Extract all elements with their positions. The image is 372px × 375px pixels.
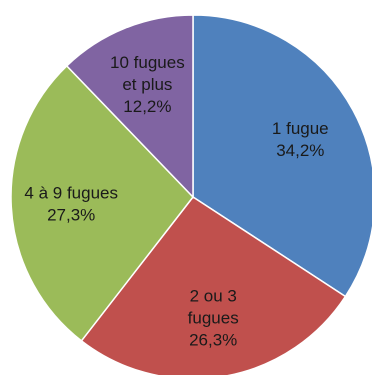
slice-label-1: 2 ou 3 fugues 26,3% (188, 286, 239, 349)
pie-slices (10, 14, 372, 375)
slice-label-line: 2 ou 3 (190, 286, 237, 305)
slice-label-line: fugues (188, 308, 239, 327)
pie-slice-1 (80, 195, 347, 375)
slice-label-2: 4 à 9 fugues 27,3% (24, 184, 118, 225)
slice-label-line: 4 à 9 fugues (24, 184, 118, 203)
pie-slice-3 (65, 14, 194, 199)
slice-percent: 26,3% (189, 330, 237, 349)
slice-percent: 12,2% (123, 97, 171, 116)
slice-label-line: et plus (122, 75, 172, 94)
slice-percent: 27,3% (47, 206, 95, 225)
slice-label-line: 10 fugues (110, 53, 185, 72)
slice-label-0: 1 fugue 34,2% (272, 119, 329, 160)
slice-label-3: 10 fugues et plus 12,2% (110, 53, 185, 116)
slice-percent: 34,2% (276, 141, 324, 160)
pie-labels: 1 fugue 34,2% 2 ou 3 fugues 26,3% 4 à 9 fugue… (24, 53, 328, 349)
pie-slice-2 (10, 64, 194, 342)
slice-label-line: 1 fugue (272, 119, 329, 138)
